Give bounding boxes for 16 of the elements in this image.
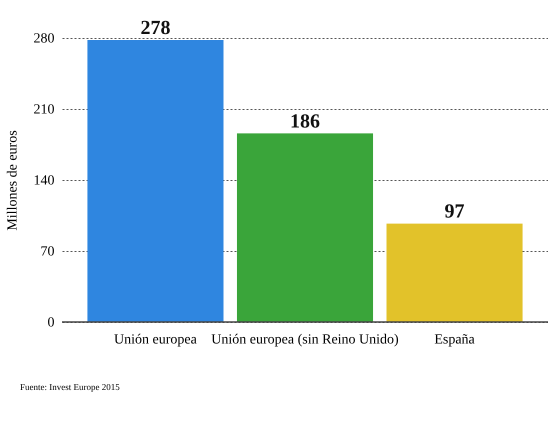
- x-tick-label: España: [434, 332, 476, 348]
- y-tick-label: 0: [48, 316, 54, 330]
- data-label: 97: [444, 200, 465, 223]
- y-tick-label: 70: [40, 244, 54, 260]
- data-label: 186: [290, 110, 320, 132]
- bar: [87, 40, 224, 322]
- bar: [386, 224, 523, 322]
- y-tick-label: 140: [34, 174, 54, 188]
- y-tick-label: 210: [34, 102, 54, 118]
- x-tick-label: Unión europea: [114, 332, 198, 348]
- source-note: Fuente: Invest Europe 2015: [20, 382, 120, 392]
- data-label: 278: [140, 17, 170, 40]
- bar: [236, 133, 374, 322]
- y-tick-label: 280: [34, 32, 54, 46]
- y-axis-title: Millones de euros: [6, 130, 20, 231]
- x-tick-label: Unión europea (sin Reino Unido): [211, 332, 400, 348]
